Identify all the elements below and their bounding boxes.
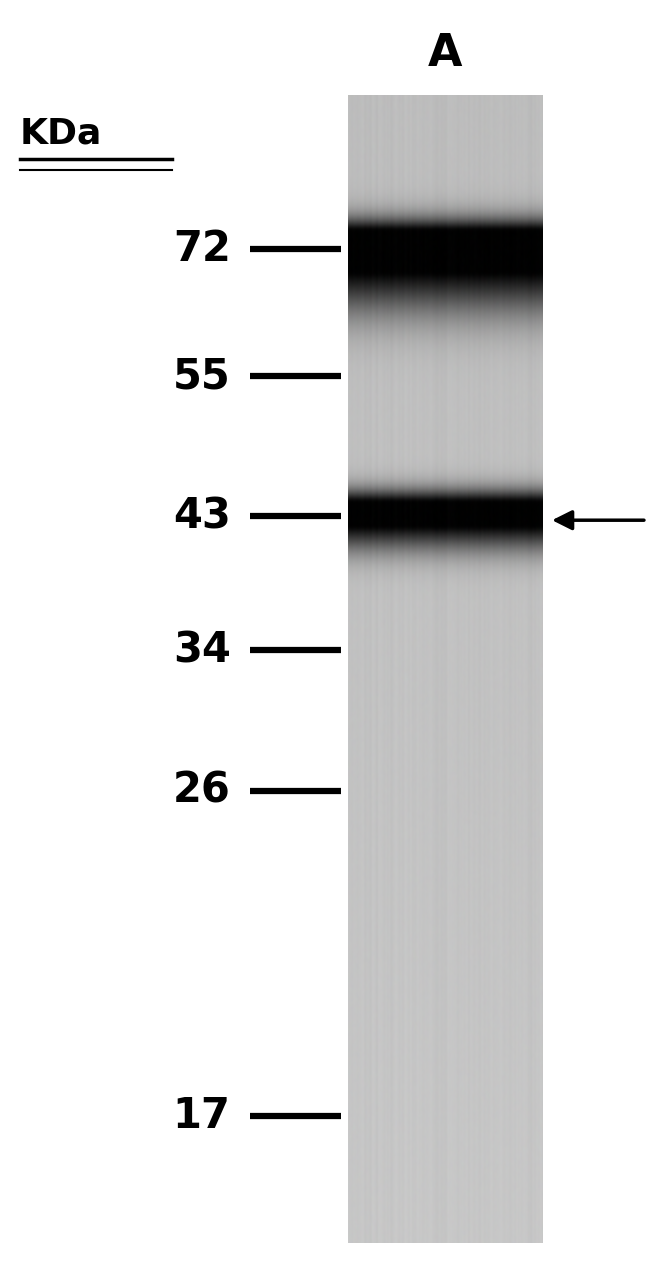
Text: A: A: [428, 32, 463, 75]
Text: 26: 26: [173, 770, 231, 811]
Text: 55: 55: [173, 356, 231, 397]
Text: 72: 72: [173, 228, 231, 269]
Text: 17: 17: [173, 1095, 231, 1136]
Text: KDa: KDa: [20, 117, 102, 150]
Text: 43: 43: [173, 496, 231, 537]
Text: 34: 34: [173, 630, 231, 671]
